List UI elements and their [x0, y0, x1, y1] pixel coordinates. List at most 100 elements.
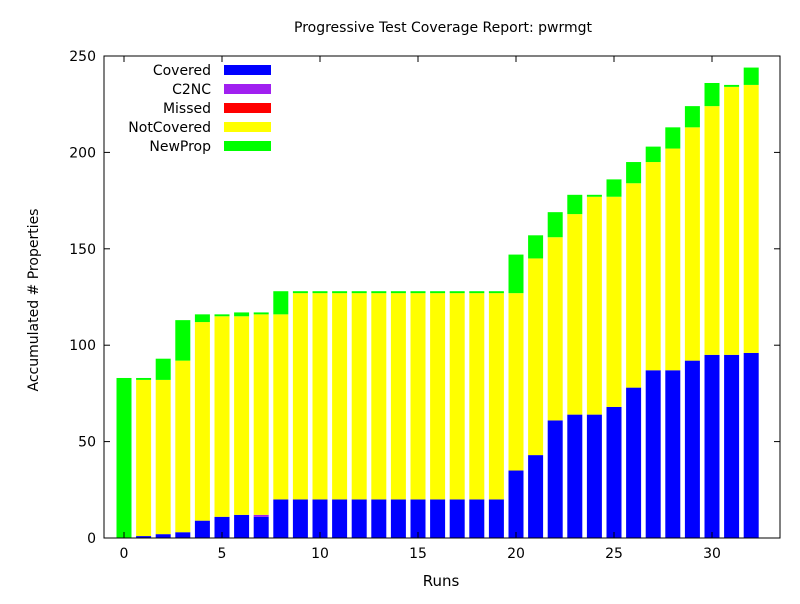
bar-newprop-run-13 [371, 291, 387, 294]
bar-notcovered-run-5 [214, 316, 230, 517]
bar-covered-run-30 [704, 354, 720, 538]
bar-newprop-run-21 [528, 235, 544, 259]
bar-covered-run-26 [626, 387, 642, 538]
bar-newprop-run-31 [724, 84, 740, 87]
bar-newprop-run-30 [704, 82, 720, 107]
bar-newprop-run-20 [508, 254, 524, 294]
legend-swatch-missed [224, 103, 271, 113]
bar-notcovered-run-7 [253, 314, 269, 515]
bar-covered-run-32 [743, 352, 759, 538]
bar-newprop-run-32 [743, 67, 759, 85]
bar-notcovered-run-12 [351, 293, 367, 500]
bar-covered-run-31 [724, 354, 740, 538]
bar-covered-run-8 [273, 499, 289, 538]
bar-newprop-run-0 [116, 377, 132, 538]
bar-newprop-run-25 [606, 179, 622, 197]
bar-covered-run-9 [292, 499, 308, 538]
bar-notcovered-run-19 [488, 293, 504, 500]
bar-newprop-run-1 [136, 377, 152, 380]
bar-newprop-run-29 [684, 106, 700, 128]
chart-title: Progressive Test Coverage Report: pwrmgt [294, 20, 592, 36]
bar-notcovered-run-8 [273, 314, 289, 500]
bar-newprop-run-7 [253, 312, 269, 315]
bar-newprop-run-27 [645, 146, 661, 163]
bar-covered-run-16 [430, 499, 446, 538]
bar-covered-run-13 [371, 499, 387, 538]
bar-newprop-run-24 [586, 194, 602, 197]
bar-newprop-run-26 [626, 162, 642, 184]
x-tick-label: 10 [311, 546, 329, 562]
bar-covered-run-10 [312, 499, 328, 538]
legend-label-newprop: NewProp [149, 139, 211, 155]
y-tick-label: 100 [69, 338, 96, 354]
y-tick-label: 150 [69, 242, 96, 258]
legend-label-covered: Covered [153, 63, 211, 79]
bar-notcovered-run-13 [371, 293, 387, 500]
bar-notcovered-run-22 [547, 237, 563, 421]
bar-newprop-run-6 [234, 312, 250, 317]
bar-covered-run-25 [606, 406, 622, 538]
bar-newprop-run-11 [332, 291, 348, 294]
bar-notcovered-run-24 [586, 196, 602, 415]
bar-notcovered-run-2 [155, 379, 171, 535]
bar-newprop-run-19 [488, 291, 504, 294]
bar-notcovered-run-17 [449, 293, 465, 500]
bar-notcovered-run-32 [743, 84, 759, 353]
bar-covered-run-4 [194, 520, 210, 538]
bar-covered-run-11 [332, 499, 348, 538]
legend-swatch-newprop [224, 141, 271, 151]
bar-notcovered-run-25 [606, 196, 622, 407]
bar-notcovered-run-29 [684, 127, 700, 361]
x-tick-label: 5 [218, 546, 227, 562]
legend-swatch-covered [224, 65, 271, 75]
bar-newprop-run-15 [410, 291, 426, 294]
legend-swatch-notcovered [224, 122, 271, 132]
bar-notcovered-run-6 [234, 316, 250, 515]
bar-covered-run-29 [684, 360, 700, 538]
bar-covered-run-23 [567, 414, 583, 538]
y-tick-label: 50 [78, 435, 96, 451]
bar-notcovered-run-23 [567, 214, 583, 415]
bar-notcovered-run-4 [194, 322, 210, 521]
bar-notcovered-run-30 [704, 106, 720, 355]
bar-newprop-run-12 [351, 291, 367, 294]
bar-newprop-run-23 [567, 194, 583, 215]
bar-notcovered-run-15 [410, 293, 426, 500]
bar-covered-run-18 [469, 499, 485, 538]
bar-covered-run-19 [488, 499, 504, 538]
bar-newprop-run-9 [292, 291, 308, 294]
y-axis-label: Accumulated # Properties [26, 209, 42, 392]
bar-covered-run-15 [410, 499, 426, 538]
bar-notcovered-run-21 [528, 258, 544, 456]
bar-covered-run-1 [136, 536, 152, 538]
bar-covered-run-20 [508, 470, 524, 538]
bar-c2nc-run-7 [253, 514, 269, 517]
bars-group [116, 67, 759, 538]
y-tick-label: 200 [69, 145, 96, 161]
bar-newprop-run-17 [449, 291, 465, 294]
bar-notcovered-run-11 [332, 293, 348, 500]
bar-notcovered-run-3 [175, 360, 191, 533]
legend-label-notcovered: NotCovered [128, 120, 211, 136]
bar-covered-run-5 [214, 516, 230, 538]
x-tick-label: 25 [605, 546, 623, 562]
x-tick-label: 20 [507, 546, 525, 562]
legend-label-c2nc: C2NC [172, 82, 211, 98]
y-tick-label: 0 [87, 531, 96, 547]
bar-newprop-run-10 [312, 291, 328, 294]
legend: Covered C2NC Missed NotCovered NewProp [128, 63, 271, 155]
bar-notcovered-run-9 [292, 293, 308, 500]
bar-newprop-run-4 [194, 314, 210, 323]
bar-covered-run-21 [528, 455, 544, 538]
bar-notcovered-run-31 [724, 86, 740, 355]
bar-newprop-run-8 [273, 291, 289, 315]
bar-covered-run-22 [547, 420, 563, 538]
x-axis-label: Runs [423, 572, 460, 590]
bar-newprop-run-28 [665, 127, 681, 149]
bar-notcovered-run-10 [312, 293, 328, 500]
x-tick-label: 0 [120, 546, 129, 562]
bar-covered-run-3 [175, 532, 191, 538]
bar-newprop-run-5 [214, 314, 230, 317]
bar-notcovered-run-28 [665, 148, 681, 371]
